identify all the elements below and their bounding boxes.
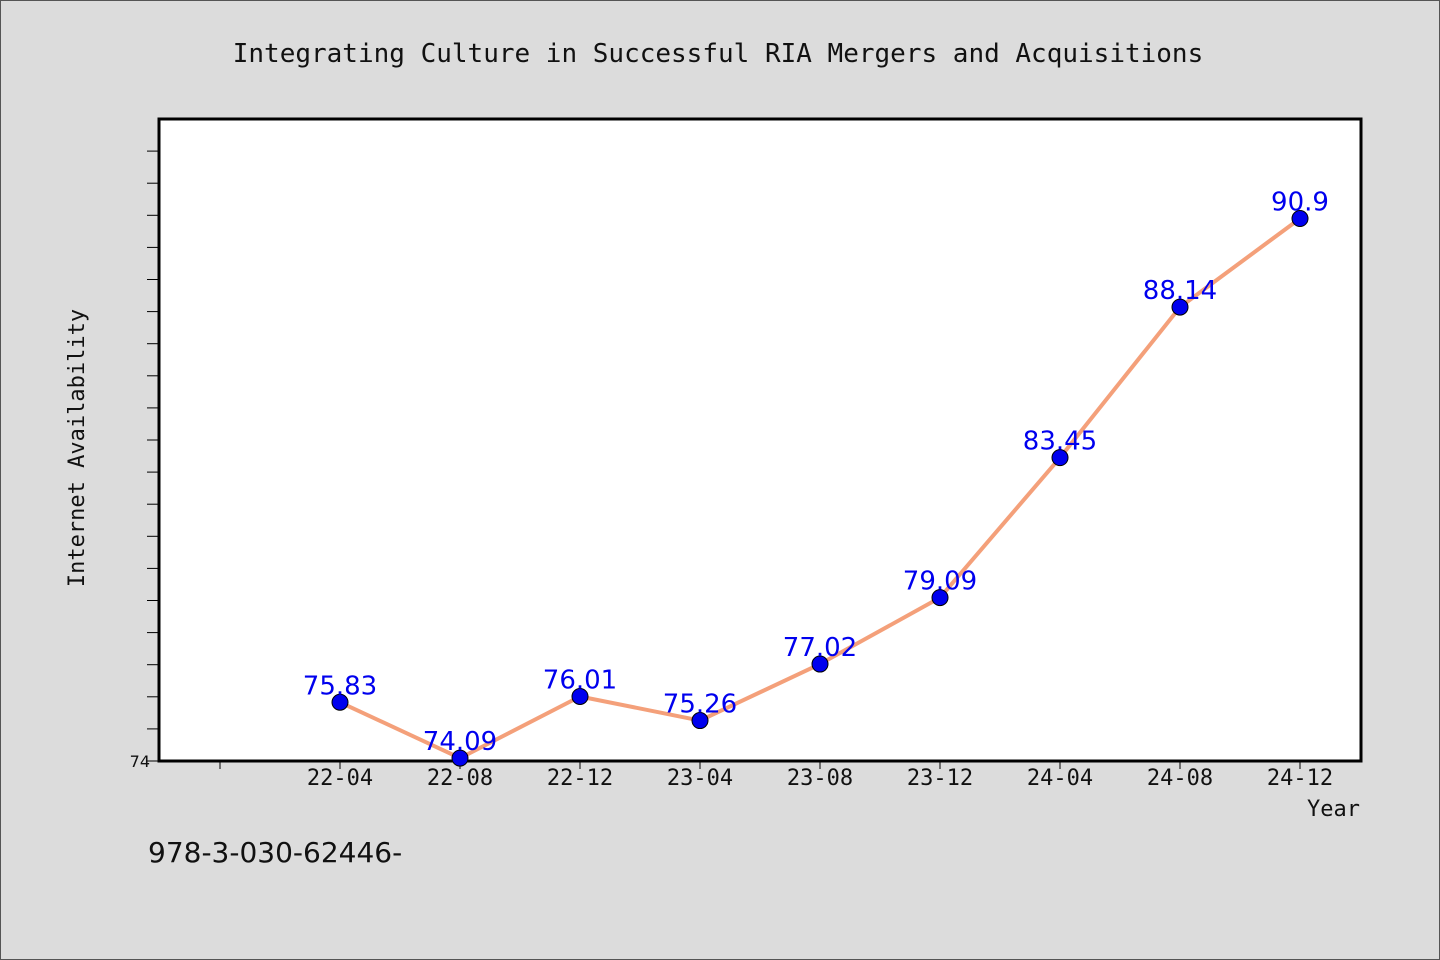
data-point	[931, 589, 949, 607]
x-tick-label: 24-12	[1267, 766, 1333, 791]
data-label: 90.9	[1271, 188, 1329, 218]
footnote: 978-3-030-62446-	[148, 836, 402, 869]
data-point	[811, 655, 829, 673]
data-point	[451, 749, 469, 767]
x-tick-label: 23-08	[787, 766, 853, 791]
data-point	[1291, 210, 1309, 228]
series-layer	[331, 210, 1309, 767]
x-axis-label: Year	[1307, 797, 1360, 822]
data-point	[1171, 298, 1189, 316]
x-tick-label: 23-12	[907, 766, 973, 791]
x-tick-label: 23-04	[667, 766, 733, 791]
plot-area	[157, 117, 1363, 763]
data-label: 83.45	[1023, 427, 1097, 457]
data-point	[331, 693, 349, 711]
data-label: 74.09	[423, 727, 497, 757]
x-axis-ticks: 22-04 22-08 22-12 23-04 23-08 23-12 24-04 24-08…	[219, 761, 1333, 791]
data-label: 75.83	[303, 671, 377, 701]
x-tick-label: 24-08	[1147, 766, 1213, 791]
data-label: 79.09	[903, 567, 977, 597]
x-tick-label: 24-04	[1027, 766, 1093, 791]
data-point	[571, 687, 589, 705]
x-tick-label: 22-12	[547, 766, 613, 791]
y-axis-ticks	[147, 150, 159, 762]
data-label: 75.26	[663, 690, 737, 720]
data-point	[1051, 449, 1069, 467]
data-label: 88.14	[1143, 276, 1217, 306]
data-label: 77.02	[783, 633, 857, 663]
x-tick-label: 22-04	[307, 766, 373, 791]
y-tick-label-min: 74	[130, 752, 150, 771]
data-point	[691, 712, 709, 730]
chart-title: Integrating Culture in Successful RIA Me…	[233, 39, 1204, 69]
x-tick-label: 22-08	[427, 766, 493, 791]
y-axis-label: Internet Availability	[65, 309, 90, 587]
data-label: 76.01	[543, 665, 617, 695]
data-labels: 75.83 74.09 76.01 75.26 77.02 79.09 83.45 88.14…	[303, 188, 1329, 758]
